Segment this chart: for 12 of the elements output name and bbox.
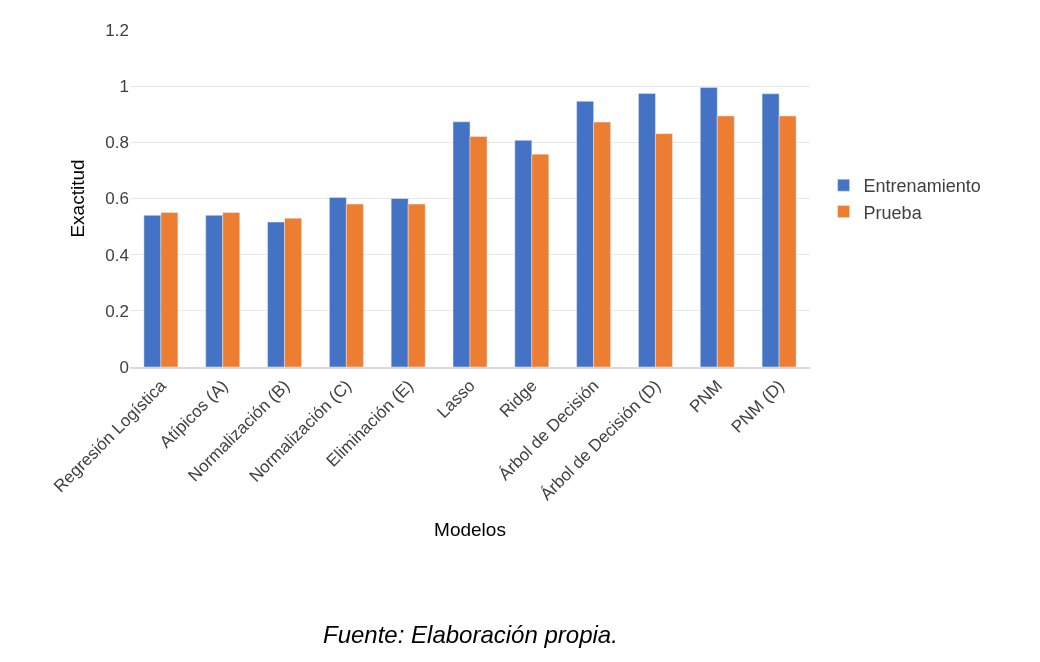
x-axis-title: Modelos	[434, 519, 506, 541]
legend-label: Prueba	[863, 202, 923, 223]
source-note: Fuente: Elaboración propia.	[323, 621, 618, 648]
y-tick-label: 1	[119, 77, 129, 97]
y-tick-label: 0.8	[105, 133, 129, 153]
y-tick-label: 0	[119, 357, 129, 377]
y-tick-label: 0.6	[105, 189, 129, 209]
y-tick-label: 1.2	[105, 20, 129, 40]
y-axis-title: Exactitud	[67, 159, 89, 238]
legend-label: Entrenamiento	[863, 176, 981, 197]
y-tick-label: 0.2	[105, 301, 129, 321]
y-tick-label: 0.4	[105, 245, 129, 265]
